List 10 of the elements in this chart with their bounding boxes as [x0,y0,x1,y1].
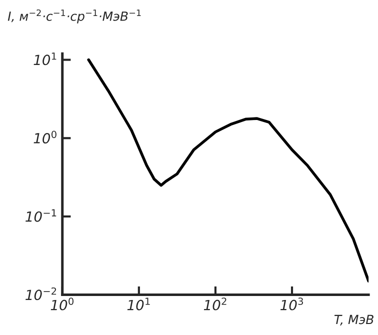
y-axis-title: I, м$^{−2}$·с$^{−1}$·ср$^{−1}$·МэВ$^{−1}$ [8,9,141,24]
x-tick-label: 10$^{3}$ [280,298,303,310]
x-tick-label: 10$^{0}$ [50,298,74,310]
x-tick-label: 10$^{1}$ [127,298,150,310]
x-axis-title: T, МэВ [334,314,374,326]
y-tick-label: 10$^{−1}$ [26,209,56,222]
y-tick-label: 10$^{0}$ [34,130,56,144]
y-tick-label: 10$^{1}$ [34,52,56,66]
x-tick-label: 10$^{2}$ [204,298,226,310]
y-tick-label: 10$^{−2}$ [26,287,56,300]
